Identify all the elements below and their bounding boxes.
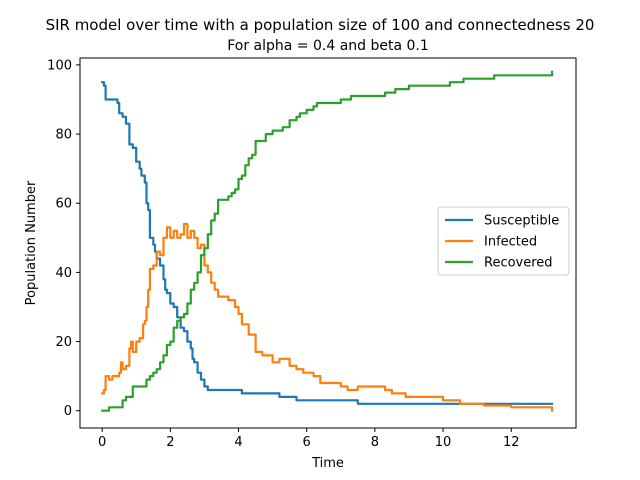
x-axis: 0 2 4 6 8 10 12 xyxy=(98,428,520,450)
y-tick-label: 0 xyxy=(64,404,72,419)
y-axis-label: Population Number xyxy=(24,180,39,305)
y-axis: 0 20 40 60 80 100 xyxy=(47,58,80,419)
x-axis-label: Time xyxy=(311,456,344,471)
x-tick-label: 12 xyxy=(503,435,520,450)
series-line-susceptible xyxy=(101,81,554,405)
x-tick-label: 0 xyxy=(98,435,106,450)
x-tick-label: 6 xyxy=(303,435,311,450)
series-line-recovered xyxy=(101,70,554,412)
y-tick-label: 100 xyxy=(47,58,72,73)
legend-box xyxy=(437,206,570,276)
plot-area: 0 2 4 6 8 10 12 0 20 40 60 80 100 xyxy=(47,57,577,450)
x-tick-label: 8 xyxy=(371,435,379,450)
legend-label-susceptible: Susceptible xyxy=(484,214,559,229)
y-tick-label: 20 xyxy=(55,335,72,350)
chart-suptitle: SIR model over time with a population si… xyxy=(46,16,595,34)
x-tick-label: 4 xyxy=(234,435,242,450)
legend-label-infected: Infected xyxy=(484,235,537,250)
series-layer xyxy=(101,70,554,412)
x-tick-label: 2 xyxy=(166,435,174,450)
y-tick-label: 60 xyxy=(55,197,72,212)
x-tick-label: 10 xyxy=(435,435,452,450)
chart-title: For alpha = 0.4 and beta 0.1 xyxy=(227,38,429,54)
y-tick-label: 40 xyxy=(55,266,72,281)
axes-frame xyxy=(79,57,577,429)
legend: Susceptible Infected Recovered xyxy=(437,206,570,276)
legend-label-recovered: Recovered xyxy=(484,256,553,271)
y-tick-label: 80 xyxy=(55,128,72,143)
series-line-infected xyxy=(101,222,554,412)
